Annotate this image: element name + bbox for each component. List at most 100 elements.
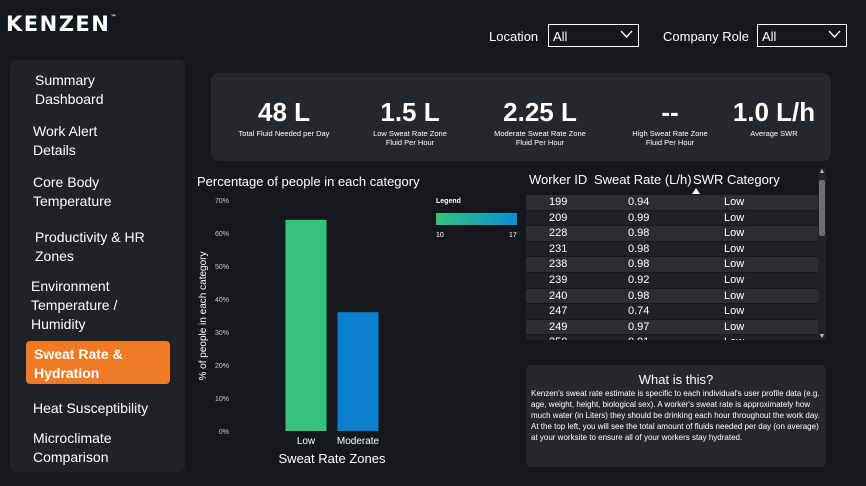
kpi-label: Fluid Per Hour (515, 138, 565, 147)
sidebar-item-microclimate-comparison[interactable]: Microclimate Comparison (33, 430, 112, 465)
worker-id-cell: 250 (549, 336, 567, 340)
kpi-average-swr: 1.0 L/h Average SWR (726, 97, 822, 138)
chart-title: Percentage of people in each category (197, 174, 420, 189)
scroll-down-icon[interactable]: ▼ (818, 333, 826, 340)
company-role-select-value: All (762, 29, 777, 44)
kpi-label: Low Sweat Rate Zone (373, 129, 447, 138)
kpi-label: Moderate Sweat Rate Zone (494, 129, 586, 138)
sidebar-item-heat-susceptibility[interactable]: Heat Susceptibility (33, 400, 149, 416)
sweat-rate-cell: 0.98 (628, 242, 650, 255)
kpi-value: -- (661, 97, 679, 127)
table-row[interactable]: 209 0.99 Low (526, 210, 818, 227)
worker-table: Worker ID Sweat Rate (L/h) SWR Category … (526, 168, 826, 340)
sidebar-item-sweat-rate-hydration[interactable]: Sweat Rate & Hydration (26, 341, 170, 384)
swr-category-cell: Low (724, 289, 745, 302)
table-row[interactable]: 228 0.98 Low (526, 226, 818, 242)
worker-id-cell: 199 (549, 196, 568, 208)
y-tick-label: 40% (215, 297, 229, 304)
swr-category-cell: Low (724, 227, 745, 240)
scroll-up-icon[interactable]: ▲ (818, 168, 826, 175)
kpi-value: 48 L (257, 97, 311, 127)
sort-ascending-icon (692, 188, 700, 194)
sweat-rate-cell: 0.98 (628, 227, 650, 240)
kpi-moderate-zone: 2.25 L Moderate Sweat Rate Zone Fluid Pe… (485, 97, 595, 147)
kpi-low-zone: 1.5 L Low Sweat Rate Zone Fluid Per Hour (356, 97, 464, 147)
location-select[interactable]: All (548, 24, 639, 47)
kpi-label: Fluid Per Hour (645, 138, 695, 147)
x-axis-label: Sweat Rate Zones (279, 451, 386, 466)
location-label: Location (489, 29, 539, 44)
x-tick-label: Low (297, 436, 316, 447)
info-panel: What is this? Kenzen's sweat rate estima… (526, 365, 826, 467)
sweat-rate-cell: 0.92 (628, 273, 650, 286)
swr-category-cell: Low (724, 336, 744, 340)
worker-id-cell: 239 (549, 273, 568, 286)
sweat-rate-cell: 0.98 (628, 289, 650, 302)
sidebar-item-environment-temperature-humidity[interactable]: Environment Temperature / Humidity (31, 278, 118, 332)
info-body: Kenzen's sweat rate estimate is specific… (531, 389, 820, 442)
swr-category-cell: Low (724, 320, 745, 333)
legend-title: Legend (436, 198, 461, 205)
sidebar-item-summary-dashboard[interactable]: Summary Dashboard (35, 72, 104, 107)
kpi-label: High Sweat Rate Zone (632, 129, 708, 138)
kenzen-logo: KENZEN™ (6, 12, 118, 36)
legend-max-label: 17 (509, 232, 517, 239)
chevron-down-icon (620, 30, 633, 38)
sweat-rate-cell: 0.98 (628, 258, 650, 271)
sidebar-item-work-alert-details[interactable]: Work Alert Details (33, 123, 98, 158)
column-header-swr-category[interactable]: SWR Category (693, 172, 780, 187)
table-row[interactable]: 199 0.94 Low (526, 195, 818, 211)
table-scrollbar[interactable]: ▲ ▼ (818, 168, 826, 340)
sidebar-item-core-body-temperature[interactable]: Core Body Temperature (33, 174, 112, 209)
kpi-high-zone: -- High Sweat Rate Zone Fluid Per Hour (616, 97, 724, 147)
swr-category-cell: Low (724, 258, 745, 271)
swr-category-cell: Low (724, 273, 745, 286)
kpi-value: 2.25 L (503, 97, 577, 127)
swr-category-cell: Low (724, 242, 745, 255)
chevron-down-icon (828, 30, 841, 38)
worker-id-cell: 228 (549, 227, 568, 240)
column-header-sweat-rate[interactable]: Sweat Rate (L/h) (594, 172, 692, 187)
bar-moderate (337, 312, 379, 431)
sweat-rate-cell: 0.97 (628, 320, 650, 333)
sidebar-nav: Summary Dashboard Work Alert Details Core … (10, 60, 185, 472)
y-tick-label: 20% (215, 363, 229, 370)
table-row[interactable]: 238 0.98 Low (526, 257, 818, 273)
kpi-total-fluid: 48 L Total Fluid Needed per Day (230, 97, 338, 138)
worker-id-cell: 240 (549, 289, 568, 302)
bar-low (285, 219, 327, 431)
sweat-rate-cell: 0.94 (628, 196, 650, 208)
kpi-label: Total Fluid Needed per Day (238, 129, 330, 138)
y-axis-label: % of people in each category (198, 252, 209, 381)
worker-id-cell: 209 (549, 211, 568, 224)
kpi-label: Average SWR (750, 129, 798, 138)
sidebar-item-productivity-hr-zones[interactable]: Productivity & HR Zones (35, 229, 145, 264)
sweat-rate-cell: 0.99 (628, 211, 650, 224)
table-row[interactable]: 240 0.98 Low (526, 288, 818, 305)
kpi-label: Fluid Per Hour (385, 138, 435, 147)
y-tick-label: 10% (215, 396, 229, 403)
table-row[interactable]: 239 0.92 Low (526, 272, 818, 289)
table-row[interactable]: 250 0.91 Low (526, 335, 818, 340)
location-select-value: All (553, 29, 568, 44)
worker-id-cell: 249 (549, 320, 568, 333)
legend-min-label: 10 (436, 232, 444, 239)
table-row[interactable]: 247 0.74 Low (526, 304, 818, 320)
scroll-thumb[interactable] (819, 180, 825, 236)
column-header-worker-id[interactable]: Worker ID (529, 172, 588, 187)
worker-id-cell: 231 (549, 242, 568, 255)
company-role-select[interactable]: All (757, 24, 847, 47)
table-row[interactable]: 231 0.98 Low (526, 241, 818, 258)
y-tick-label: 0% (219, 429, 229, 436)
kpi-value: 1.0 L/h (732, 97, 816, 127)
table-row[interactable]: 249 0.97 Low (526, 319, 818, 336)
swr-category-cell: Low (724, 196, 745, 208)
swr-category-cell: Low (724, 211, 745, 224)
swr-category-cell: Low (724, 305, 745, 318)
company-role-label: Company Role (663, 29, 749, 44)
y-tick-label: 60% (215, 231, 229, 238)
kpi-value: 1.5 L (380, 97, 440, 127)
worker-id-cell: 247 (549, 305, 568, 318)
sweat-rate-cell: 0.74 (628, 305, 650, 318)
y-tick-label: 30% (215, 330, 229, 337)
